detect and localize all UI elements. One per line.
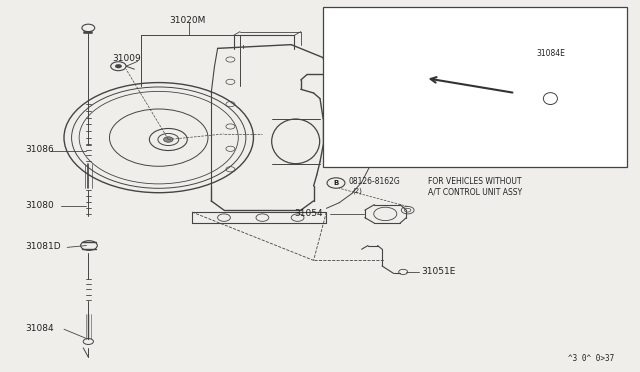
Text: 31020M: 31020M: [170, 16, 206, 25]
Text: 31086: 31086: [26, 145, 54, 154]
Text: 31084: 31084: [26, 324, 54, 333]
Text: 31051E: 31051E: [421, 267, 456, 276]
Text: 31080: 31080: [26, 201, 54, 210]
Text: A/T CONTROL UNIT ASSY: A/T CONTROL UNIT ASSY: [428, 188, 522, 197]
Text: B: B: [333, 180, 339, 186]
Text: 31084E: 31084E: [536, 49, 565, 58]
Text: 31009: 31009: [112, 54, 141, 63]
Text: FOR VEHICLES WITHOUT: FOR VEHICLES WITHOUT: [428, 177, 522, 186]
Text: 08126-8162G: 08126-8162G: [349, 177, 401, 186]
Circle shape: [115, 64, 122, 68]
Text: 31081D: 31081D: [26, 242, 61, 251]
Circle shape: [164, 137, 173, 142]
Text: 31054: 31054: [294, 209, 323, 218]
Bar: [323, 7, 627, 167]
Text: (2): (2): [352, 188, 362, 195]
Text: ^3 0^ 0>37: ^3 0^ 0>37: [568, 354, 614, 363]
